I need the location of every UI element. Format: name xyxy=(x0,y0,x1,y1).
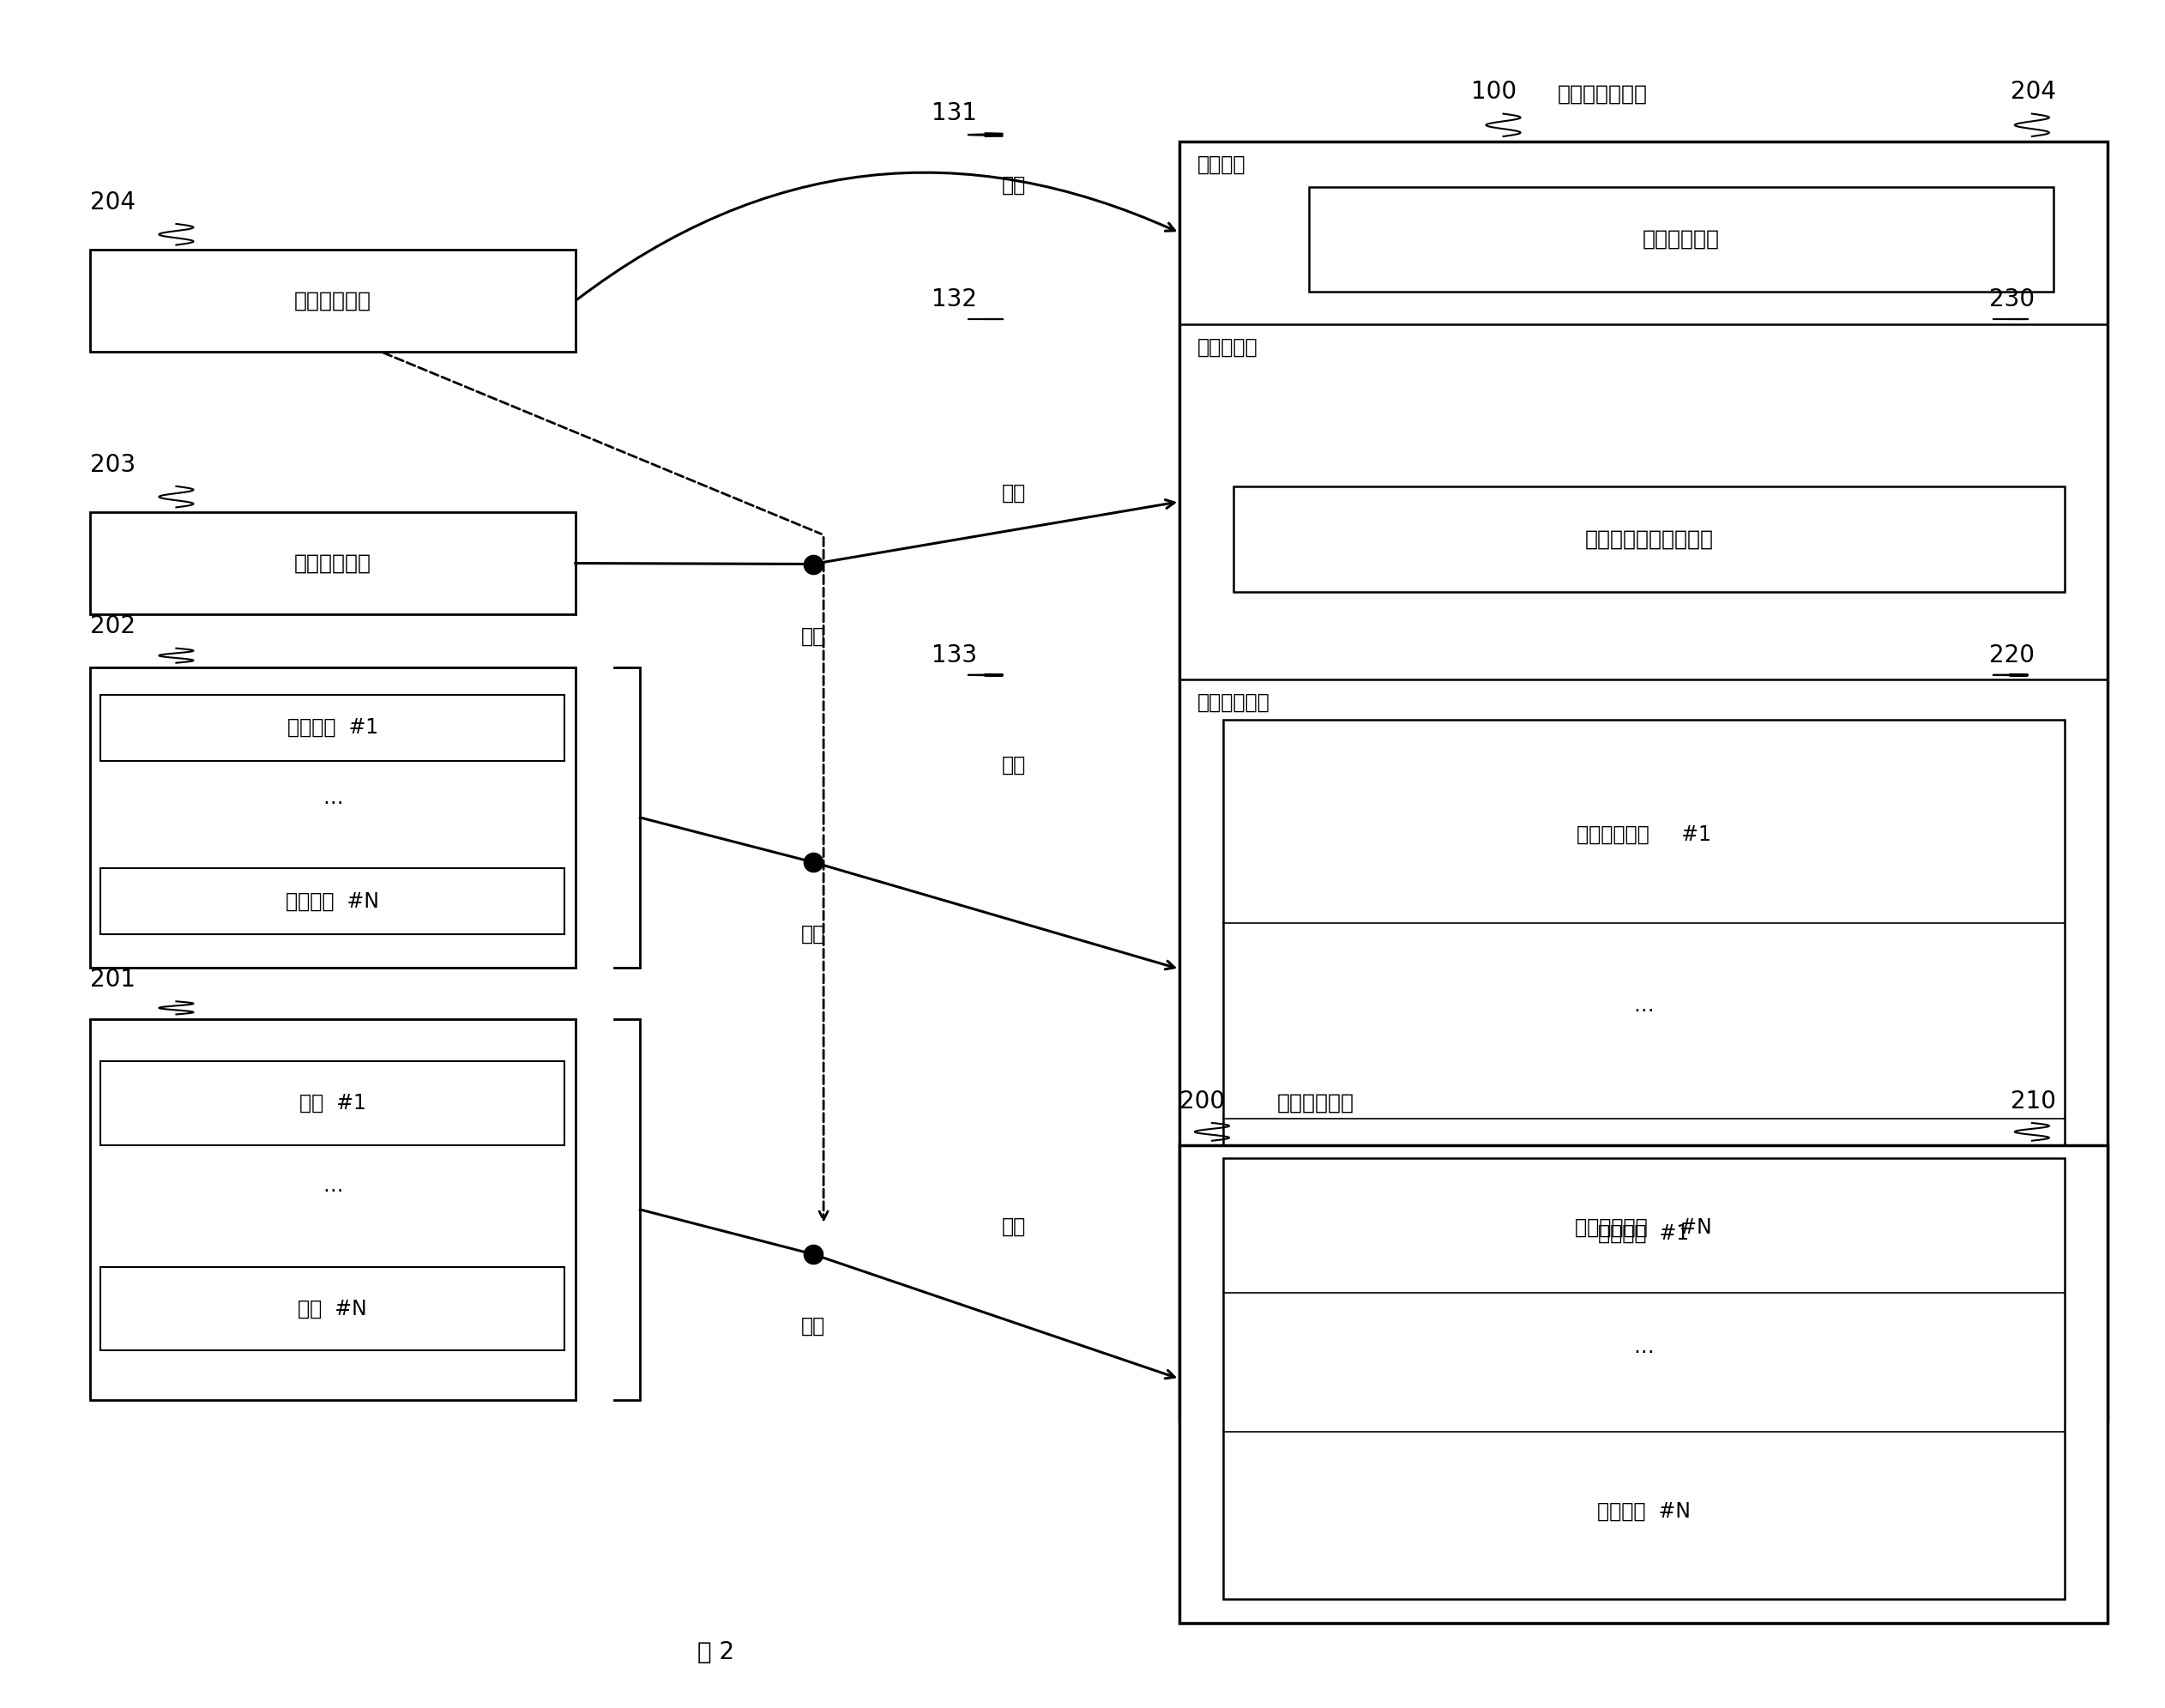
Text: 204: 204 xyxy=(91,190,136,214)
Text: 201: 201 xyxy=(91,968,136,992)
Text: 内容文件  #N: 内容文件 #N xyxy=(1598,1501,1691,1522)
Text: 内容密钒  #1: 内容密钒 #1 xyxy=(288,717,379,738)
Text: 系统区域: 系统区域 xyxy=(1197,154,1245,174)
Bar xyxy=(102,695,565,760)
Bar xyxy=(1310,186,2055,292)
Bar xyxy=(102,1267,565,1351)
Text: 内容  #1: 内容 #1 xyxy=(299,1093,366,1114)
Text: 存储: 存储 xyxy=(1002,755,1026,775)
Bar xyxy=(102,1061,565,1144)
Text: 202: 202 xyxy=(91,615,136,639)
Text: 受保护区域: 受保护区域 xyxy=(1197,336,1258,359)
Text: 220: 220 xyxy=(1990,644,2035,668)
Text: 133: 133 xyxy=(931,644,976,668)
Text: 服务特有密钒: 服务特有密钒 xyxy=(294,553,370,574)
Text: 被加密的服务特有密钒: 被加密的服务特有密钒 xyxy=(1585,529,1713,550)
Text: ⋯: ⋯ xyxy=(1632,1001,1654,1021)
Bar xyxy=(91,668,576,967)
Text: 存储: 存储 xyxy=(1002,1216,1026,1237)
Text: 图 2: 图 2 xyxy=(697,1640,734,1664)
Text: 200: 200 xyxy=(1180,1090,1225,1114)
Bar xyxy=(91,1020,576,1401)
Text: 内容  #N: 内容 #N xyxy=(299,1298,368,1319)
Bar xyxy=(1180,1146,2107,1623)
Bar xyxy=(1234,487,2063,591)
Text: 内容文件  #1: 内容文件 #1 xyxy=(1598,1223,1689,1243)
Bar xyxy=(102,868,565,934)
Text: 内容密钒  #N: 内容密钒 #N xyxy=(286,892,379,912)
Text: 131: 131 xyxy=(931,101,976,125)
Bar xyxy=(1223,1158,2063,1599)
Text: 203: 203 xyxy=(91,453,136,477)
Text: 用户数据区域: 用户数据区域 xyxy=(1197,692,1269,712)
Text: 外部记录介质: 外部记录介质 xyxy=(1277,1093,1353,1114)
Bar xyxy=(91,249,576,352)
Text: 介质特有密钒: 介质特有密钒 xyxy=(294,290,370,311)
Text: 加密: 加密 xyxy=(801,1315,825,1336)
Text: 230: 230 xyxy=(1990,287,2035,311)
Text: 加密: 加密 xyxy=(801,924,825,945)
Text: 210: 210 xyxy=(2011,1090,2057,1114)
Text: 加密: 加密 xyxy=(801,625,825,646)
Text: 100: 100 xyxy=(1470,80,1515,104)
Bar xyxy=(1180,142,2107,1421)
Text: 存储: 存储 xyxy=(1002,174,1026,195)
Text: 半导体记录介质: 半导体记录介质 xyxy=(1557,84,1648,104)
Bar xyxy=(91,512,576,615)
Text: 存储: 存储 xyxy=(1002,482,1026,504)
Text: 内容密钒信息     #1: 内容密钒信息 #1 xyxy=(1576,825,1710,845)
Text: ⋯: ⋯ xyxy=(323,793,342,813)
Text: ⋯: ⋯ xyxy=(323,1180,342,1201)
Text: 204: 204 xyxy=(2011,80,2057,104)
Text: ⋯: ⋯ xyxy=(1632,1342,1654,1363)
Text: 内容密钒信息     #N: 内容密钒信息 #N xyxy=(1574,1218,1713,1238)
Text: 介质特有密钒: 介质特有密钒 xyxy=(1643,229,1719,249)
Bar xyxy=(1223,719,2063,1397)
Text: 132: 132 xyxy=(931,287,976,311)
